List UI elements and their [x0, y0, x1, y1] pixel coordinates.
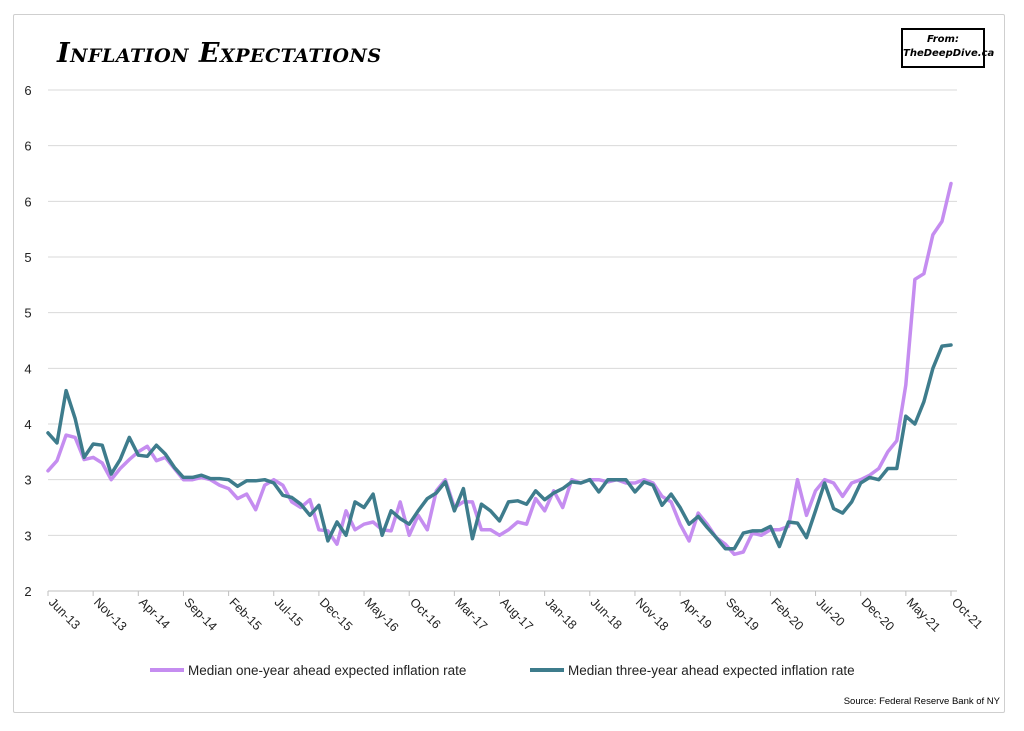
- y-tick-label: 4: [24, 361, 31, 376]
- series-line-one-year: [46, 181, 953, 557]
- x-tick-label: May-21: [904, 595, 943, 634]
- x-tick-label: Sep-14: [181, 595, 219, 633]
- x-tick-label: Feb-20: [768, 595, 806, 633]
- x-tick-label: Oct-16: [407, 595, 443, 631]
- y-tick-label: 5: [24, 250, 31, 265]
- x-tick-label: Jul-20: [813, 595, 847, 629]
- y-tick-label: 6: [24, 194, 31, 209]
- x-tick-label: Mar-17: [452, 595, 490, 633]
- x-tick-label: Jun-18: [588, 595, 625, 632]
- x-tick-label: Aug-17: [497, 595, 535, 633]
- x-tick-label: Nov-18: [633, 595, 671, 633]
- x-tick-label: Jan-18: [543, 595, 580, 632]
- chart-frame: [13, 14, 1005, 713]
- brand-line-from: From:: [927, 34, 959, 45]
- x-axis-ticks: Jun-13 Nov-13 Apr-14 Sep-14 Feb-15 Jul-15 Dec-…: [46, 591, 985, 635]
- legend-label: Median three-year ahead expected inflati…: [568, 663, 855, 678]
- brand-line-site: TheDeepDive.ca: [903, 48, 995, 59]
- y-tick-label: 3: [24, 528, 31, 543]
- x-tick-label: Oct-21: [949, 595, 985, 631]
- y-tick-label: 3: [24, 473, 31, 488]
- y-tick-label: 6: [24, 139, 31, 154]
- source-note: Source: Federal Reserve Bank of NY: [843, 696, 1000, 707]
- y-tick-label: 5: [24, 306, 31, 321]
- y-tick-label: 4: [24, 417, 31, 432]
- gridlines: [48, 89, 957, 536]
- y-tick-label: 2: [24, 584, 31, 599]
- x-tick-label: May-16: [362, 595, 401, 634]
- x-tick-label: Dec-15: [317, 595, 355, 633]
- legend-label: Median one-year ahead expected inflation…: [188, 663, 466, 678]
- x-tick-label: Nov-13: [91, 595, 129, 633]
- series-line-three-year: [46, 343, 953, 551]
- chart-title: Inflation Expectations: [57, 38, 382, 69]
- y-axis-ticks: 2 3 3 4 4 5 5 6 6 6: [24, 83, 31, 599]
- x-tick-label: Apr-19: [678, 595, 714, 631]
- x-tick-label: Dec-20: [859, 595, 897, 633]
- x-tick-label: Sep-19: [723, 595, 761, 633]
- x-tick-label: Feb-15: [226, 595, 264, 633]
- x-tick-label: Jul-15: [272, 595, 306, 629]
- brand-logo: From: TheDeepDive.ca: [901, 28, 995, 68]
- x-tick-label: Jun-13: [46, 595, 83, 632]
- x-tick-label: Apr-14: [136, 595, 172, 631]
- series-lines: [46, 181, 953, 557]
- y-tick-label: 6: [24, 83, 31, 98]
- legend: Median one-year ahead expected inflation…: [150, 663, 855, 678]
